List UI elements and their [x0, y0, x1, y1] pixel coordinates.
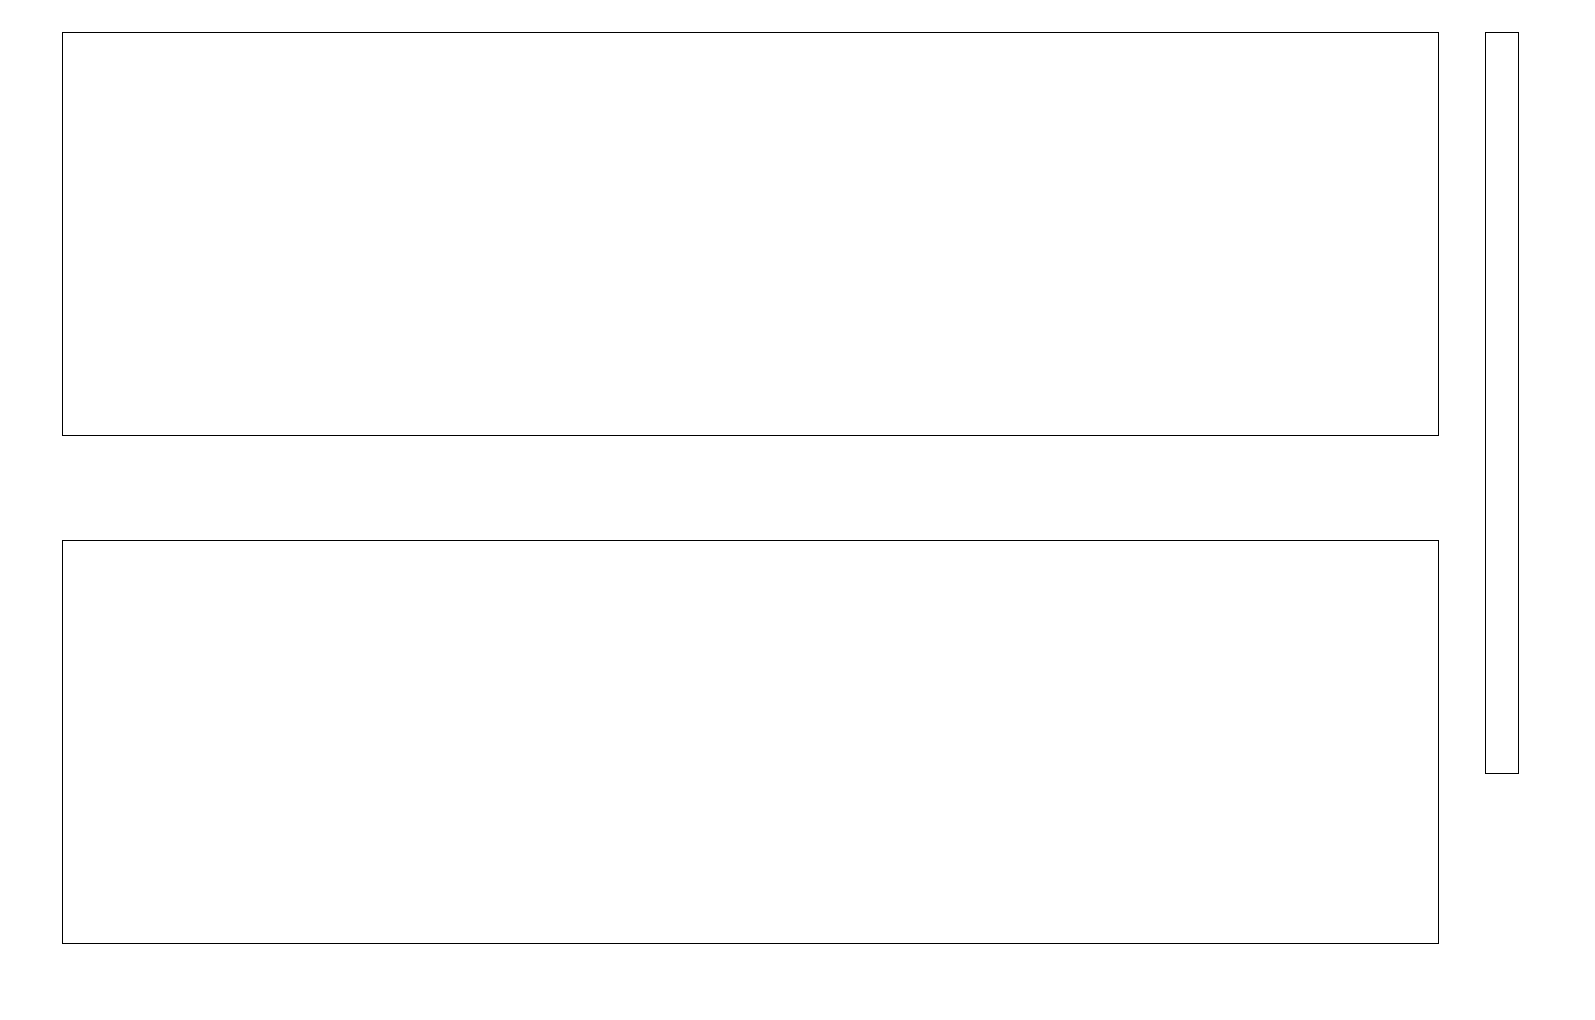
panel-screened-plot-area[interactable]: [62, 540, 1439, 944]
panel-raw-plot-area[interactable]: [62, 32, 1439, 436]
root-container: [0, 0, 1595, 1020]
colorbar-gradient: [1485, 32, 1519, 774]
